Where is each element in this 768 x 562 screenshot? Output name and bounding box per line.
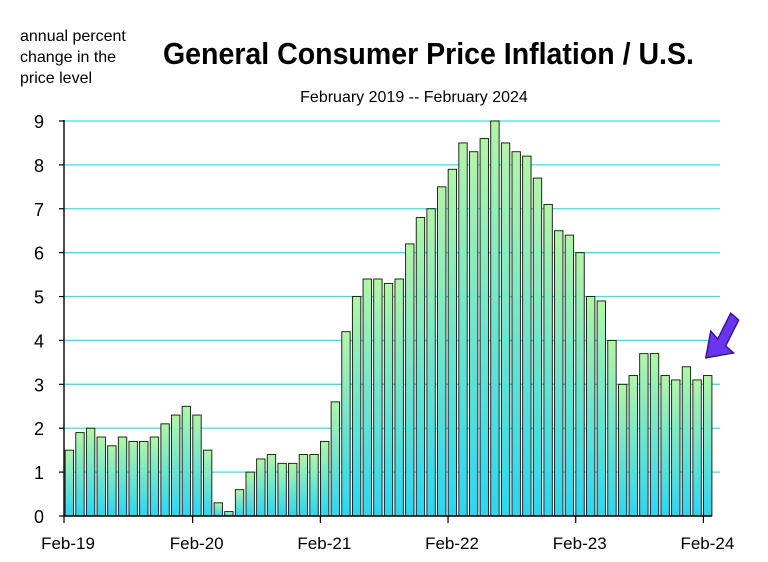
bar-Nov-19	[160, 423, 170, 517]
bar-Apr-19	[85, 427, 96, 517]
y-tick-label-0: 0	[34, 507, 44, 527]
x-tick-labels: Feb-19 Feb-20 Feb-21 Feb-22 Feb-23 Feb-24	[41, 534, 734, 553]
bar-Dec-21	[426, 208, 436, 517]
y-axis-label-line-2: change in the	[20, 49, 117, 66]
axes	[59, 120, 712, 523]
bar-May-21	[351, 296, 362, 517]
bar-Dec-20	[298, 454, 309, 517]
bar-Jan-21	[309, 454, 319, 517]
annotations	[704, 311, 740, 359]
y-tick-labels: 0 1 2 3 4 5 6 7 8 9	[34, 112, 44, 527]
bar-Jul-22	[500, 142, 511, 517]
bar-Mar-21	[330, 401, 340, 517]
bar-Nov-21	[415, 217, 426, 517]
bar-Jul-19	[117, 436, 128, 517]
bar-Apr-20	[213, 502, 223, 517]
bar-Jun-23	[617, 383, 628, 517]
bar-Aug-19	[128, 440, 138, 517]
bar-Apr-21	[341, 331, 351, 517]
bar-May-22	[479, 138, 489, 517]
chart-title: General Consumer Price Inflation / U.S.	[163, 36, 694, 71]
bar-Jun-19	[107, 445, 117, 517]
bar-Aug-22	[511, 151, 521, 517]
latest-value-arrow-icon	[704, 311, 740, 359]
bar-Nov-20	[288, 462, 298, 517]
bar-Jul-21	[373, 278, 383, 517]
bar-Oct-21	[405, 243, 415, 517]
x-tick-label-Feb-22: Feb-22	[425, 534, 479, 553]
bar-Dec-23	[681, 366, 692, 517]
bar-Nov-22	[543, 203, 553, 517]
bar-Apr-23	[596, 300, 606, 517]
bar-Feb-24	[703, 375, 713, 517]
bar-Oct-22	[532, 177, 543, 517]
bar-Sep-20	[266, 454, 277, 517]
bar-Mar-22	[458, 142, 468, 517]
bar-Apr-22	[468, 151, 479, 517]
bar-Jul-23	[628, 375, 638, 517]
bar-Feb-22	[447, 168, 458, 517]
y-tick-label-9: 9	[34, 112, 44, 132]
y-tick-label-3: 3	[34, 375, 44, 395]
bar-Jun-21	[362, 278, 372, 517]
bar-Aug-20	[256, 458, 266, 517]
bar-Aug-23	[639, 353, 649, 517]
bar-Oct-20	[277, 462, 287, 517]
y-tick-label-8: 8	[34, 156, 44, 176]
bar-Jun-20	[234, 489, 245, 517]
x-tick-label-Feb-20: Feb-20	[170, 534, 224, 553]
y-tick-label-5: 5	[34, 288, 44, 308]
y-tick-label-4: 4	[34, 331, 44, 351]
chart-subtitle-row: February 2019 -- February 2024	[0, 89, 768, 107]
bar-Dec-22	[554, 230, 564, 517]
bar-Sep-19	[139, 440, 149, 517]
bar-May-19	[96, 436, 106, 517]
chart-subtitle: February 2019 -- February 2024	[300, 89, 528, 106]
bar-Oct-19	[149, 436, 160, 517]
bar-Sep-22	[522, 155, 532, 517]
bar-Feb-21	[320, 440, 330, 517]
bar-Jan-22	[437, 186, 447, 517]
bar-Jul-20	[245, 471, 255, 517]
bar-Nov-23	[671, 379, 681, 517]
y-tick-label-7: 7	[34, 200, 44, 220]
bar-Sep-23	[649, 353, 660, 517]
bar-Jan-23	[564, 234, 575, 517]
bar-May-23	[607, 339, 617, 517]
bar-Mar-23	[586, 296, 596, 517]
bar-Feb-20	[192, 414, 202, 517]
bars	[64, 120, 713, 517]
y-axis-label-line-1: annual percent	[20, 28, 126, 45]
bar-Mar-20	[202, 449, 213, 517]
bar-Jan-20	[181, 405, 192, 517]
bar-Dec-19	[171, 414, 181, 517]
x-tick-label-Feb-21: Feb-21	[297, 534, 351, 553]
x-tick-label-Feb-24: Feb-24	[680, 534, 734, 553]
y-tick-label-6: 6	[34, 244, 44, 264]
bar-Feb-19	[64, 449, 74, 517]
y-tick-label-2: 2	[34, 419, 44, 439]
y-axis-label-line-3: price level	[20, 70, 93, 87]
bar-Aug-21	[383, 282, 394, 517]
y-tick-label-1: 1	[34, 463, 44, 483]
bar-Feb-23	[575, 252, 585, 517]
bar-Mar-19	[75, 432, 85, 517]
x-tick-label-Feb-23: Feb-23	[553, 534, 607, 553]
bar-Sep-21	[394, 278, 404, 517]
bar-Oct-23	[660, 375, 670, 517]
bar-Jun-22	[490, 120, 500, 517]
bar-Jan-24	[692, 379, 702, 517]
x-tick-label-Feb-19: Feb-19	[41, 534, 95, 553]
